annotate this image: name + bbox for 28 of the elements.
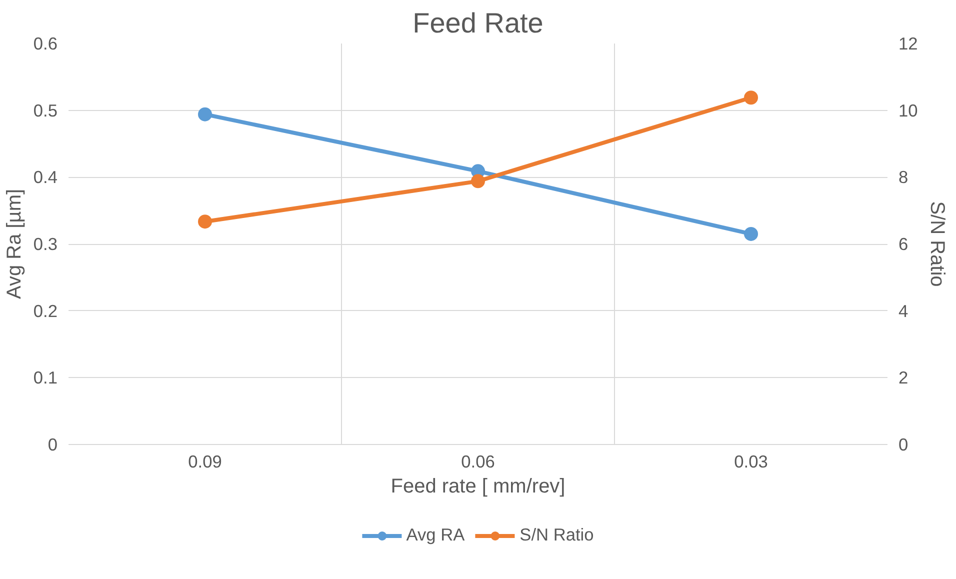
y2-tick-label: 6: [898, 234, 908, 254]
point: [198, 107, 212, 122]
y2-tick-label: 2: [898, 368, 908, 388]
y2-tick-label: 10: [898, 100, 918, 120]
y-tick-label: 0.2: [33, 300, 58, 321]
y2-tick-label: 4: [898, 300, 908, 321]
y-tick-label: 0.3: [33, 234, 58, 254]
legend-label: S/N Ratio: [520, 524, 594, 546]
x-tick-label: 0.09: [188, 452, 222, 472]
y2-tick-label: 12: [898, 34, 918, 54]
point: [471, 174, 485, 188]
y-tick-label: 0.1: [33, 368, 58, 388]
y-axis-title: Avg Ra [µm]: [3, 188, 26, 300]
point: [744, 226, 758, 241]
x-axis-title: Feed rate [ mm/rev]: [390, 476, 566, 498]
y2-tick-label: 8: [898, 167, 908, 188]
chart-title: Feed Rate: [412, 8, 544, 38]
y-tick-label: 0: [48, 434, 58, 454]
y-tick-label: 0.4: [33, 167, 58, 188]
x-tick-label: 0.03: [734, 452, 768, 472]
legend-label: Avg RA: [406, 524, 465, 546]
point: [198, 214, 212, 229]
y2-tick-label: 0: [898, 434, 908, 454]
y-tick-label: 0.6: [33, 34, 58, 54]
y2-axis-title: S/N Ratio: [926, 201, 948, 287]
x-tick-label: 0.06: [461, 452, 495, 472]
y-tick-label: 0.5: [33, 100, 58, 120]
point: [744, 90, 758, 105]
